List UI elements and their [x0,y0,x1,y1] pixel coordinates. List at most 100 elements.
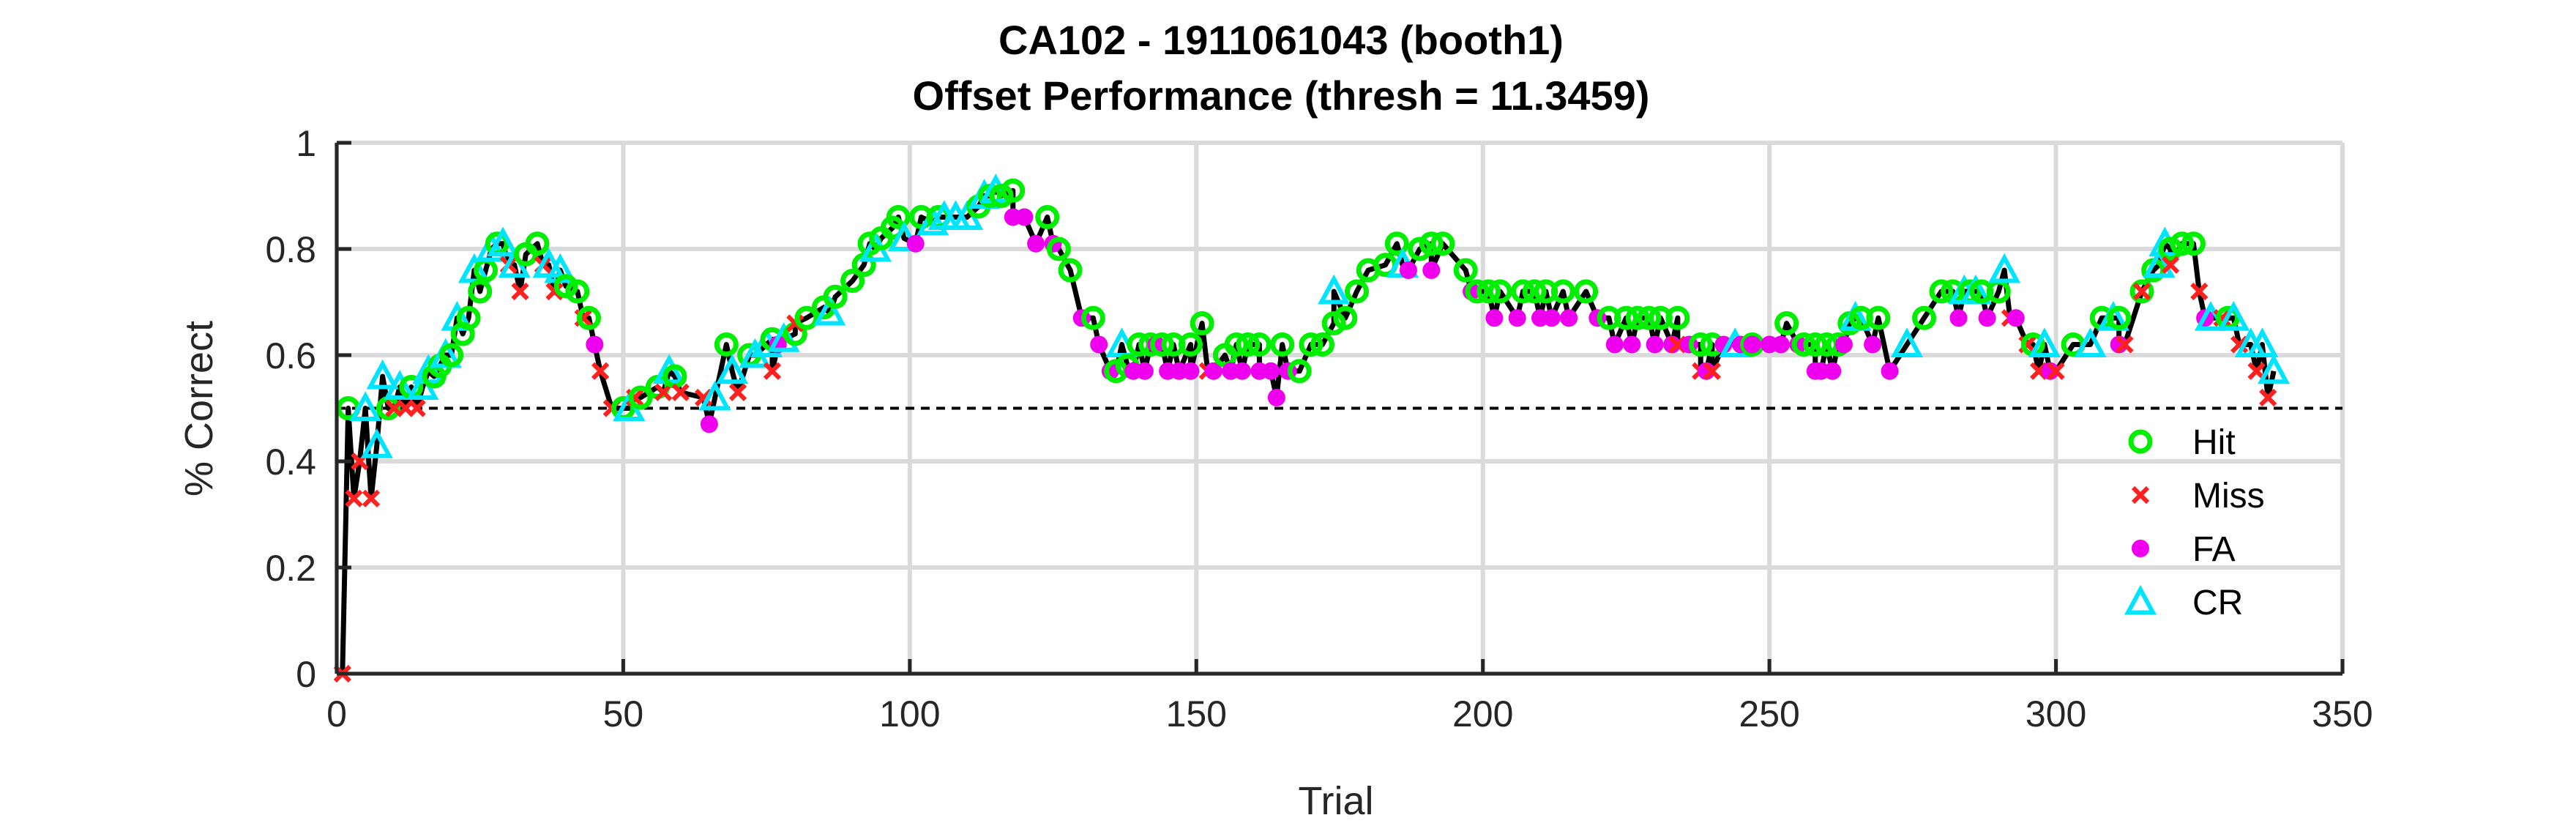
fa-marker [1823,362,1842,380]
miss-marker [545,282,564,301]
miss-stroke [362,489,381,507]
miss-marker [2047,362,2065,380]
legend: Hit Miss FA CR [2124,423,2265,622]
miss-stroke [545,282,564,301]
y-tick-label: 0.6 [265,335,316,376]
hit-marker [1299,332,1324,357]
grid [335,141,2345,676]
hit-marker [468,279,493,304]
fa-marker [700,415,718,434]
miss-stroke [1703,362,1721,380]
cr-marker [366,359,399,390]
hit-marker [1333,305,1358,330]
miss-stroke [671,383,690,401]
fa-legend-icon [2132,540,2149,557]
cr-marker [767,321,800,352]
hit-marker [1791,332,1816,357]
miss-marker [2116,335,2134,354]
hit-marker [989,184,1014,208]
miss-marker [345,489,363,507]
hit-marker [823,284,848,309]
cr-marker [458,253,490,283]
hit-marker [1476,279,1501,304]
hit-marker [840,269,865,293]
fa-marker [906,234,925,253]
cr-marker [813,295,846,326]
hit-marker [1550,279,1575,304]
fa-marker [1881,362,1899,380]
hit-marker [1224,332,1249,357]
hit-marker [1287,359,1312,384]
hit-marker [1465,279,1490,304]
fa-marker [1978,309,1996,327]
x-tick-label: 100 [879,693,940,734]
miss-stroke [2131,485,2150,505]
hit-marker [1178,332,1203,357]
miss-marker [1703,362,1721,380]
hit-marker [1247,332,1272,357]
miss-stroke [2116,335,2134,354]
hit-marker [525,231,550,256]
y-tick-label: 0.8 [265,229,316,270]
miss-marker [2247,362,2266,380]
fa-marker [1015,208,1034,226]
y-tick-label: 0 [296,654,316,695]
y-tick-label: 1 [296,123,316,164]
x-tick-label: 300 [2026,693,2086,734]
hit-marker [1866,305,1891,330]
legend-item-hit: Hit [2128,423,2236,462]
chart-title-line1: CA102 - 1911061043 (booth1) [998,17,1564,63]
miss-legend-icon [2131,485,2150,505]
cr-marker [2258,354,2291,384]
fa-marker [1772,335,1790,354]
x-axis-label: Trial [1299,779,1374,823]
chart-title-line2: Offset Performance (thresh = 11.3459) [913,72,1650,119]
miss-marker [2132,282,2151,301]
fa-marker [1422,261,1441,279]
miss-stroke [2047,362,2065,380]
miss-stroke [2162,256,2180,274]
cr-marker [486,226,520,257]
hit-marker [1270,332,1295,357]
miss-marker [786,314,804,332]
x-tick-label: 150 [1166,693,1227,734]
legend-label: Hit [2192,423,2236,462]
hit-marker [1625,305,1650,330]
cr-marker [1890,327,1924,357]
miss-stroke [2190,282,2209,301]
miss-stroke [763,362,782,380]
hit-marker [1487,279,1512,304]
fa-marker [1135,362,1154,380]
cr-marker [716,354,749,384]
hit-marker [2181,231,2206,256]
miss-marker [362,489,381,507]
axes: 0 50 100 150 200 250 300 350 0 0.2 0.4 0.6 0.8 1 [265,123,2372,734]
miss-stroke [728,383,747,401]
hit-marker [1058,258,1083,283]
fa-marker [1623,335,1641,354]
trial-markers [333,173,2291,683]
fa-marker [1233,362,1251,380]
x-tick-label: 0 [326,693,347,734]
hit-marker [2158,237,2183,261]
hit-marker [1637,305,1662,330]
miss-marker [591,362,610,380]
hit-marker [1430,231,1455,256]
miss-stroke [408,399,426,417]
hit-marker [628,385,653,410]
miss-marker [408,399,426,417]
fa-marker [1560,309,1578,327]
hit-legend-icon [2128,429,2153,454]
x-tick-label: 200 [1452,693,1513,734]
hit-marker [1310,332,1335,357]
hit-marker [1419,231,1444,256]
miss-stroke [2247,362,2266,380]
fa-marker [2006,309,2025,327]
cr-legend-icon [2124,584,2157,615]
fa-marker [1605,335,1624,354]
hit-marker [1080,305,1105,330]
hit-marker [1453,258,1478,283]
fa-marker [1399,261,1417,279]
hit-marker [1046,237,1071,261]
